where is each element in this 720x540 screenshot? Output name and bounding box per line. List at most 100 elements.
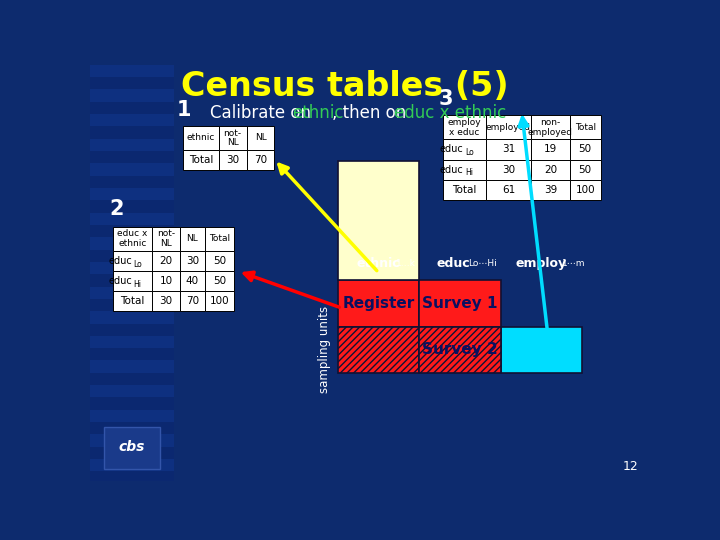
Bar: [104, 427, 160, 469]
Bar: [90, 311, 174, 323]
Bar: [204, 291, 234, 311]
Bar: [443, 115, 486, 139]
Text: 30: 30: [186, 256, 199, 266]
Bar: [531, 115, 570, 139]
Text: ethnic: ethnic: [186, 133, 215, 143]
Bar: [113, 271, 152, 291]
Text: 100: 100: [210, 296, 229, 306]
Text: 30: 30: [502, 165, 515, 174]
Text: cbs: cbs: [119, 441, 145, 455]
Text: 70: 70: [254, 154, 267, 165]
Text: Lo: Lo: [133, 260, 142, 269]
Text: 40: 40: [186, 276, 199, 286]
Text: educ: educ: [108, 276, 132, 286]
Bar: [486, 159, 531, 179]
Text: educ: educ: [440, 165, 464, 174]
Bar: [90, 114, 174, 126]
Bar: [90, 385, 174, 397]
Text: Hi: Hi: [465, 168, 473, 177]
Text: Survey 2: Survey 2: [422, 342, 498, 357]
Bar: [90, 139, 174, 151]
Bar: [90, 484, 174, 496]
Bar: [90, 200, 174, 213]
Bar: [90, 225, 174, 237]
Text: ethnic: ethnic: [292, 104, 344, 122]
Bar: [90, 422, 174, 434]
Text: Total: Total: [120, 296, 145, 306]
Text: 1⋯m: 1⋯m: [562, 259, 585, 268]
Text: not-
NL: not- NL: [157, 230, 175, 248]
Bar: [419, 327, 500, 373]
Bar: [90, 471, 174, 484]
Bar: [338, 280, 419, 327]
Text: educ: educ: [108, 256, 132, 266]
Bar: [180, 291, 204, 311]
Bar: [152, 226, 180, 251]
Bar: [219, 150, 246, 170]
Text: Lo: Lo: [465, 148, 474, 157]
Bar: [531, 159, 570, 179]
Bar: [90, 188, 174, 200]
Bar: [90, 287, 174, 299]
Text: 30: 30: [159, 296, 173, 306]
Bar: [90, 459, 174, 471]
Bar: [90, 373, 174, 385]
Bar: [90, 274, 174, 287]
Bar: [486, 139, 531, 159]
Text: 39: 39: [544, 185, 557, 194]
Text: Total: Total: [575, 123, 595, 132]
Text: 20: 20: [159, 256, 173, 266]
Bar: [204, 226, 234, 251]
Bar: [246, 126, 274, 150]
Bar: [531, 179, 570, 200]
Bar: [90, 434, 174, 447]
Text: 3: 3: [438, 89, 454, 109]
Text: 50: 50: [579, 165, 592, 174]
Text: 70: 70: [186, 296, 199, 306]
Text: 100: 100: [575, 185, 595, 194]
Bar: [219, 126, 246, 150]
Text: 50: 50: [213, 276, 226, 286]
Bar: [531, 139, 570, 159]
Bar: [90, 249, 174, 262]
Bar: [570, 139, 600, 159]
Text: employ
x educ: employ x educ: [448, 118, 481, 137]
Bar: [180, 226, 204, 251]
Text: Survey 1: Survey 1: [423, 296, 498, 311]
Text: NL: NL: [255, 133, 266, 143]
Bar: [90, 299, 174, 311]
Bar: [180, 271, 204, 291]
Text: 20: 20: [544, 165, 557, 174]
Bar: [113, 251, 152, 271]
Bar: [90, 65, 174, 77]
Bar: [443, 179, 486, 200]
Text: 1…k: 1…k: [396, 259, 415, 268]
Text: 31: 31: [502, 145, 515, 154]
Bar: [338, 327, 419, 373]
Bar: [204, 251, 234, 271]
Bar: [443, 159, 486, 179]
Bar: [90, 410, 174, 422]
Bar: [486, 115, 531, 139]
Bar: [180, 251, 204, 271]
Text: non-
employed: non- employed: [528, 118, 573, 137]
Bar: [90, 102, 174, 114]
Text: Census tables (5): Census tables (5): [181, 70, 509, 103]
Bar: [443, 139, 486, 159]
Bar: [113, 291, 152, 311]
Bar: [90, 336, 174, 348]
Text: Total: Total: [189, 154, 213, 165]
Bar: [152, 291, 180, 311]
Bar: [246, 150, 274, 170]
Text: 30: 30: [226, 154, 239, 165]
Bar: [338, 161, 419, 280]
Text: employ: employ: [516, 257, 567, 270]
Text: Register: Register: [343, 296, 415, 311]
Text: Lo⋯Hi: Lo⋯Hi: [468, 259, 497, 268]
Bar: [90, 164, 174, 176]
Bar: [500, 327, 582, 373]
Bar: [90, 323, 174, 336]
Text: sampling units: sampling units: [318, 306, 330, 393]
Text: 50: 50: [579, 145, 592, 154]
Bar: [204, 271, 234, 291]
